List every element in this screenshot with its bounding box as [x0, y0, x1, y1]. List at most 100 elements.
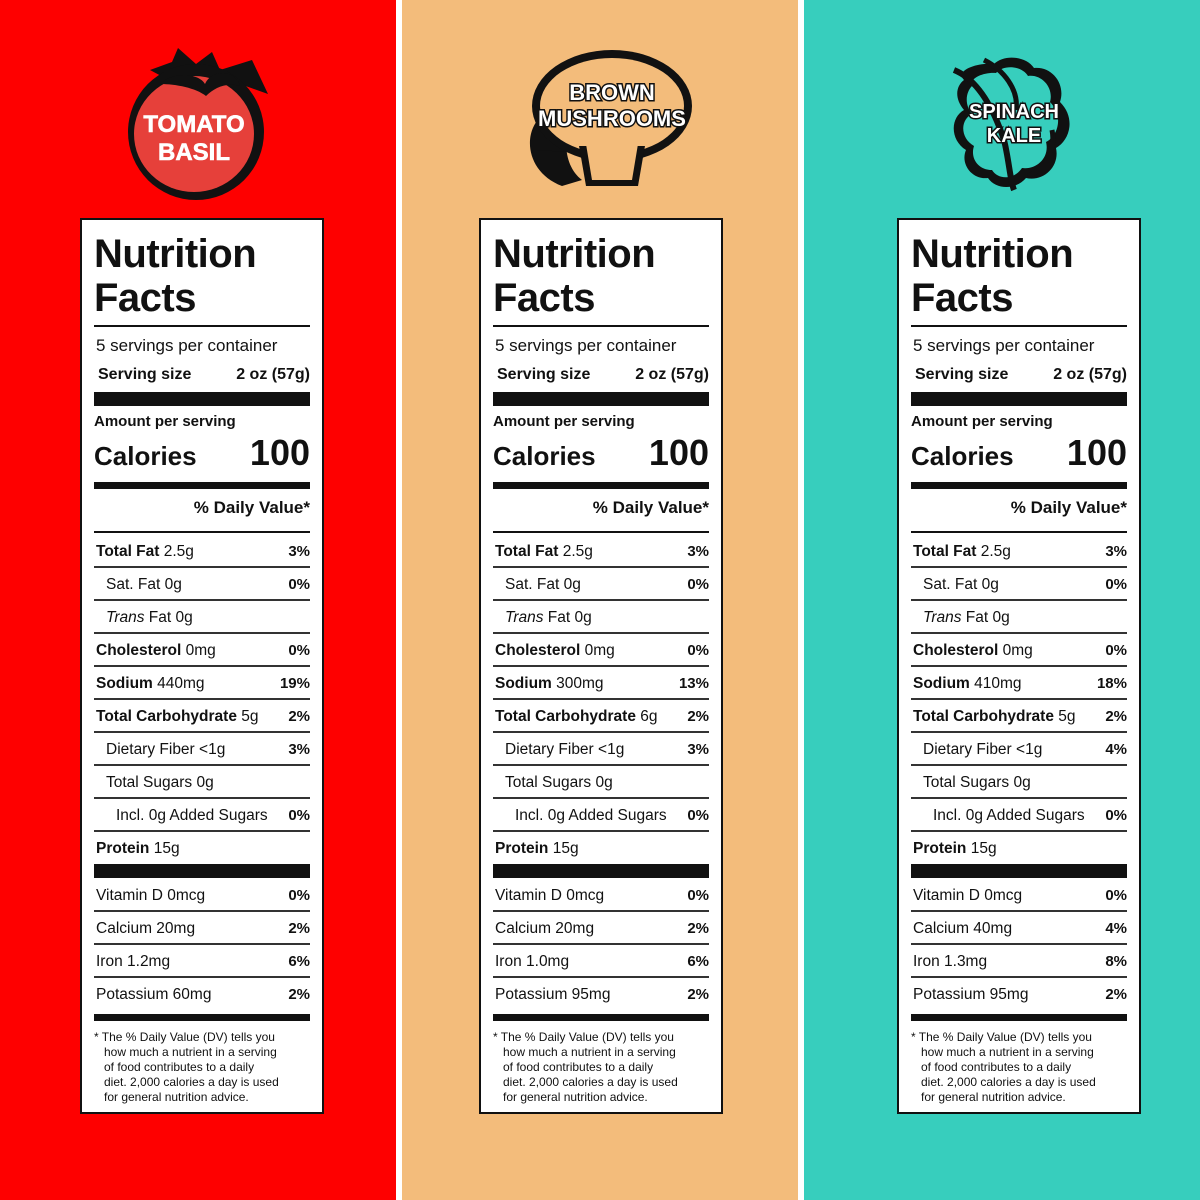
daily-value-percent: 3% — [687, 543, 709, 560]
daily-value-percent: 0% — [288, 642, 310, 659]
sat-fat-row: Sat. Fat 0g 0% — [94, 568, 310, 601]
nutrition-label: Nutrition Facts 5 servings per container Se… — [897, 218, 1141, 1114]
nutrient-name: Protein 15g — [913, 840, 997, 858]
trans-fat-row: Trans Fat 0g — [493, 601, 709, 634]
footnote: * The % Daily Value (DV) tells you how mu… — [493, 1030, 703, 1105]
logo-line1: TOMATO — [143, 111, 244, 138]
label-content: Nutrition Facts 5 servings per container Se… — [911, 220, 1127, 1112]
serving-size-label: Serving size — [915, 366, 1009, 383]
vitamin-d-row: Vitamin D 0mcg 0% — [94, 879, 310, 912]
daily-value-percent: 2% — [288, 920, 310, 937]
nutrient-name: Cholesterol 0mg — [913, 642, 1033, 660]
vitamin-d-row: Vitamin D 0mcg 0% — [493, 879, 709, 912]
vitamin-name: Vitamin D 0mcg — [96, 887, 206, 904]
footnote: * The % Daily Value (DV) tells you how mu… — [94, 1030, 304, 1105]
nutrient-amount: 2.5g — [159, 543, 194, 560]
nutrient-name: Incl. 0g Added Sugars — [116, 807, 268, 825]
nutrient-amount: Sat. Fat 0g — [923, 576, 999, 593]
nutrient-amount: Total Sugars 0g — [505, 774, 613, 791]
nutrient-name: Trans Fat 0g — [923, 609, 1010, 627]
vitamin-name: Iron 1.0mg — [495, 953, 570, 970]
daily-value-percent: 0% — [1105, 887, 1127, 904]
nutrient-amount: 15g — [966, 840, 997, 857]
logo-line1: SPINACH — [969, 101, 1059, 123]
calories-value: 100 — [648, 432, 709, 473]
vitamin-name: Calcium 20mg — [495, 920, 595, 937]
footnote-line: of food contributes to a daily — [104, 1060, 255, 1074]
thick-divider — [493, 864, 709, 878]
trans-fat-row: Trans Fat 0g — [94, 601, 310, 634]
nutrient-bold: Cholesterol — [96, 642, 182, 659]
footnote-line: of food contributes to a daily — [921, 1060, 1072, 1074]
serving-size-label: Serving size — [497, 366, 591, 383]
daily-value-percent: 2% — [288, 986, 310, 1003]
daily-value-percent: 0% — [288, 807, 310, 824]
daily-value-percent: 2% — [1105, 708, 1127, 725]
potassium-row: Potassium 60mg 2% — [94, 978, 310, 1011]
footnote: * The % Daily Value (DV) tells you how mu… — [911, 1030, 1121, 1105]
panel-brown-mushrooms: BROWN MUSHROOMS Nutrition Facts 5 servings… — [402, 0, 798, 1200]
nutrient-bold: Sodium — [495, 675, 552, 692]
vitamin-name: Calcium 20mg — [96, 920, 196, 937]
nutrient-name: Protein 15g — [495, 840, 579, 858]
daily-value-percent: 2% — [1105, 986, 1127, 1003]
nutrient-bold: Total Fat — [913, 543, 977, 560]
vitamin-name: Iron 1.3mg — [913, 953, 988, 970]
total-carbohydrate-row: Total Carbohydrate 5g 2% — [94, 700, 310, 733]
daily-value-header: % Daily Value* — [592, 498, 709, 517]
daily-value-percent: 0% — [1105, 807, 1127, 824]
divider-line — [493, 325, 709, 327]
nutrient-name: Total Carbohydrate 6g — [495, 708, 658, 726]
medium-divider — [94, 482, 310, 489]
nutrient-amount: 0mg — [998, 642, 1033, 659]
nutrient-name: Trans Fat 0g — [505, 609, 592, 627]
total-fat-row: Total Fat 2.5g 3% — [911, 535, 1127, 568]
nutrient-name: Dietary Fiber <1g — [106, 741, 225, 759]
sodium-row: Sodium 410mg 18% — [911, 667, 1127, 700]
total-sugars-row: Total Sugars 0g — [493, 766, 709, 799]
label-content: Nutrition Facts 5 servings per container Se… — [94, 220, 310, 1112]
nutrient-name: Dietary Fiber <1g — [923, 741, 1042, 759]
panel-tomato-basil: TOMATO BASIL Nutrition Facts 5 servings pe… — [0, 0, 396, 1200]
daily-value-header: % Daily Value* — [193, 498, 310, 517]
cholesterol-row: Cholesterol 0mg 0% — [94, 634, 310, 667]
thick-divider — [911, 392, 1127, 406]
daily-value-percent: 8% — [1105, 953, 1127, 970]
potassium-row: Potassium 95mg 2% — [911, 978, 1127, 1011]
nutrient-name: Sodium 440mg — [96, 675, 205, 693]
daily-value-percent: 0% — [687, 807, 709, 824]
nutrient-italic: Trans — [923, 609, 962, 626]
nutrient-amount: 15g — [149, 840, 180, 857]
footnote-line: for general nutrition advice. — [503, 1090, 648, 1104]
calcium-row: Calcium 20mg 2% — [94, 912, 310, 945]
daily-value-percent: 18% — [1096, 675, 1127, 692]
nutrient-amount: 2.5g — [976, 543, 1011, 560]
nutrient-name: Total Sugars 0g — [505, 774, 613, 792]
iron-row: Iron 1.3mg 8% — [911, 945, 1127, 978]
divider-line — [911, 325, 1127, 327]
nutrition-facts-title: Nutrition Facts — [94, 232, 257, 320]
daily-value-percent: 4% — [1105, 741, 1127, 758]
divider-line — [911, 531, 1127, 533]
sodium-row: Sodium 440mg 19% — [94, 667, 310, 700]
nutrient-bold: Protein — [96, 840, 150, 857]
nutrient-amount: 2.5g — [558, 543, 593, 560]
medium-divider — [493, 482, 709, 489]
sodium-row: Sodium 300mg 13% — [493, 667, 709, 700]
nutrient-bold: Protein — [913, 840, 967, 857]
footnote-line: how much a nutrient in a serving — [921, 1045, 1094, 1059]
nutrient-amount: Fat 0g — [144, 609, 193, 626]
amount-per-serving: Amount per serving — [911, 413, 1053, 430]
nutrient-name: Total Carbohydrate 5g — [913, 708, 1076, 726]
nutrient-name: Total Fat 2.5g — [495, 543, 593, 561]
total-sugars-row: Total Sugars 0g — [94, 766, 310, 799]
servings-per-container: 5 servings per container — [913, 336, 1095, 355]
daily-value-percent: 3% — [288, 741, 310, 758]
nutrient-amount: 0mg — [181, 642, 216, 659]
calories-label: Calories — [911, 441, 1014, 471]
nutrient-amount: 6g — [635, 708, 658, 725]
footnote-line: * The % Daily Value (DV) tells you — [94, 1030, 275, 1044]
nutrient-bold: Total Fat — [96, 543, 160, 560]
vitamin-d-row: Vitamin D 0mcg 0% — [911, 879, 1127, 912]
potassium-row: Potassium 95mg 2% — [493, 978, 709, 1011]
